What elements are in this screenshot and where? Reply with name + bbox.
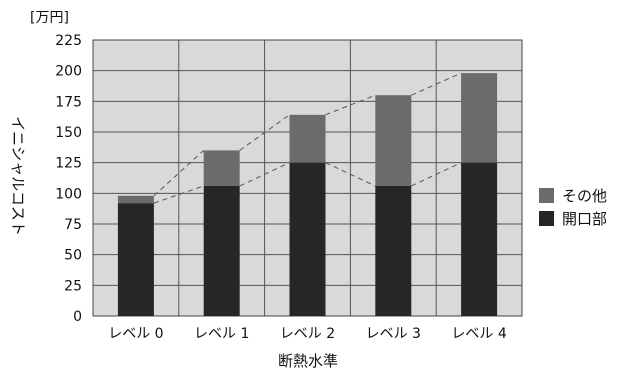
legend-swatch <box>539 211 554 226</box>
y-tick-label: 150 <box>55 125 82 141</box>
plot-area: 0 25 50 75 100 125 150 175 200 225 レベル 0 レベル 1 レベル 2… <box>55 33 523 342</box>
y-tick-label: 125 <box>55 156 82 172</box>
x-tick-label: レベル 1 <box>194 326 249 342</box>
connector-line-opening <box>239 162 290 187</box>
unit-label: [万円] <box>30 10 69 26</box>
x-tick-label: レベル 3 <box>366 326 421 342</box>
connector-line-total <box>411 72 462 96</box>
x-tick-label: レベル 0 <box>108 326 163 342</box>
y-tick-label: 225 <box>55 33 82 49</box>
bar-segment-other <box>375 95 412 186</box>
y-tick-label: 75 <box>64 217 82 233</box>
connector-line-total <box>153 150 205 197</box>
bar-segment-opening <box>203 185 240 316</box>
bar-segment-other <box>203 150 240 186</box>
connector-line-opening <box>325 162 376 187</box>
y-tick-label: 175 <box>55 94 82 110</box>
bar-segment-opening <box>375 185 412 316</box>
y-axis-title: イニシャルコスト <box>9 116 27 236</box>
x-tick-label: レベル 4 <box>451 326 506 342</box>
x-tick-label: レベル 2 <box>280 326 335 342</box>
legend-label: 開口部 <box>562 210 607 228</box>
y-tick-label: 25 <box>64 278 82 294</box>
y-tick-label: 200 <box>55 64 82 80</box>
y-tick-label: 100 <box>55 186 82 202</box>
bar-segment-opening <box>461 162 498 316</box>
connector-line-opening <box>411 162 462 187</box>
bar-segment-opening <box>117 203 154 316</box>
legend-swatch <box>539 188 554 203</box>
connector-line-total <box>239 114 290 151</box>
bar-segment-other <box>461 73 498 163</box>
bar-segment-other <box>117 195 154 204</box>
bar-segment-other <box>289 114 326 163</box>
x-axis-title: 断熱水準 <box>278 352 338 370</box>
legend-label: その他 <box>562 187 607 205</box>
y-tick-label: 50 <box>64 248 82 264</box>
bar-segment-opening <box>289 162 326 316</box>
y-tick-label: 0 <box>73 309 82 325</box>
